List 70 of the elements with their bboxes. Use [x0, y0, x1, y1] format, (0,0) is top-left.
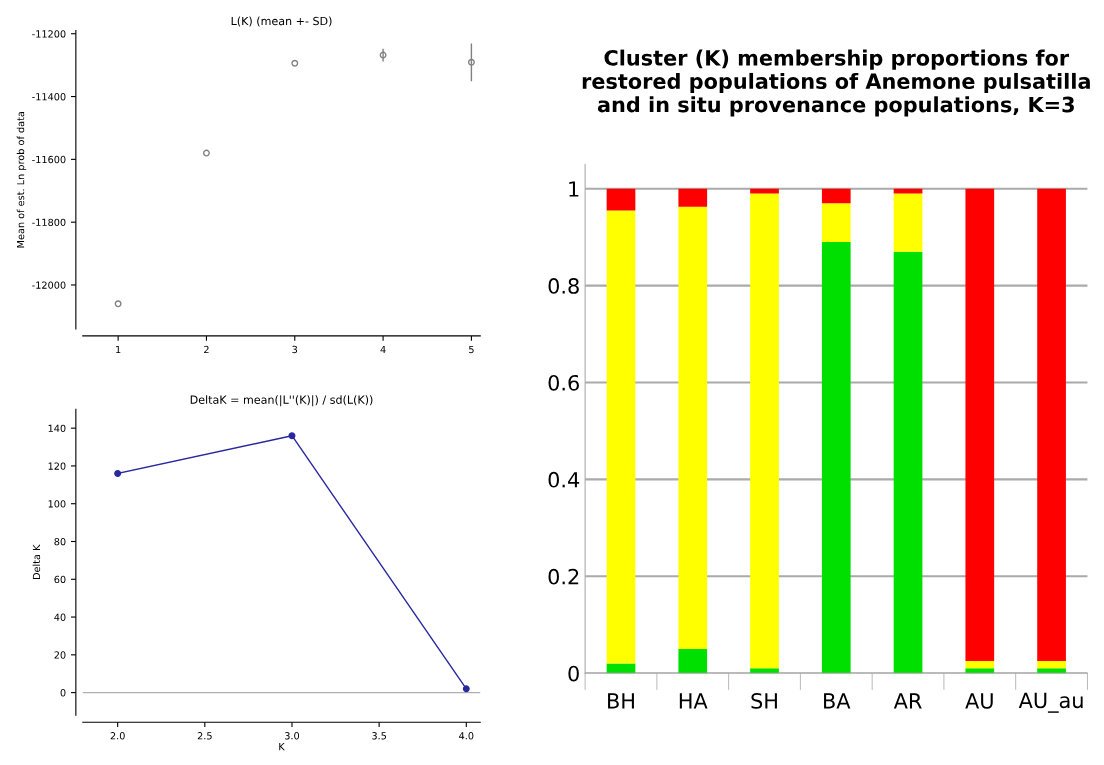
- y-tick-label: 20: [54, 651, 66, 659]
- y-tick-label: -12000: [32, 281, 66, 289]
- y-tick-label: 0: [568, 665, 579, 682]
- bar: [606, 188, 636, 211]
- y-tick-label: -11800: [32, 218, 66, 226]
- point: [291, 59, 299, 67]
- bar: [893, 251, 923, 674]
- bar: [750, 668, 779, 674]
- y-tick-label: -11400: [32, 93, 66, 101]
- x-tick-label: 2: [204, 345, 209, 353]
- y-tick-label: -11600: [32, 155, 66, 164]
- x-tick-label: 3.0: [284, 732, 300, 740]
- y-tick-label: 60: [54, 575, 66, 584]
- bar: [821, 203, 851, 242]
- point: [467, 58, 475, 66]
- x-tick-label: 2.5: [197, 732, 212, 740]
- y-tick-label: 0.6: [548, 374, 579, 391]
- x-tick-label: 3: [292, 345, 298, 354]
- y-tick-label: 80: [54, 537, 66, 546]
- y-tick-label: 0.4: [548, 471, 580, 488]
- bar: [678, 188, 708, 207]
- bar: [678, 206, 708, 649]
- y-tick-label: -11200: [32, 30, 66, 38]
- chart-title: L(K) (mean +- SD): [231, 16, 332, 27]
- x-axis-title: K: [279, 743, 285, 751]
- point: [202, 149, 210, 157]
- x-tick-label: 3.5: [372, 732, 387, 740]
- bar: [678, 648, 708, 674]
- bar: [750, 188, 779, 194]
- point: [462, 685, 470, 693]
- bar: [606, 210, 636, 664]
- x-tick-label: 2.0: [110, 732, 125, 740]
- y-tick-label: 140: [48, 424, 66, 432]
- bar: [965, 668, 995, 674]
- x-tick-label: SH: [751, 693, 777, 709]
- point: [114, 470, 122, 477]
- x-tick-label: 4.0: [459, 732, 474, 740]
- point: [288, 432, 296, 440]
- bar: [965, 188, 995, 662]
- bar: [1037, 188, 1066, 662]
- y-axis-title: Mean of est. Ln prob of data: [16, 112, 27, 248]
- bar: [1037, 668, 1066, 674]
- x-tick-label: 4: [380, 345, 386, 353]
- point: [114, 300, 122, 308]
- y-tick-label: 0: [60, 689, 66, 697]
- y-tick-label: 0.2: [548, 568, 579, 585]
- y-tick-label: 120: [48, 462, 66, 470]
- x-tick-label: 1: [116, 345, 121, 353]
- y-tick-label: 100: [48, 500, 66, 508]
- x-tick-label: HA: [679, 693, 708, 709]
- chart-title: Cluster (K) membership proportions for restored populations of Anemone pulsatilla and in situ provenance populations, K=3: [582, 49, 1090, 117]
- y-tick-label: 0.8: [548, 278, 579, 294]
- bar: [821, 242, 851, 674]
- bar: [750, 193, 779, 669]
- y-axis-title: Delta K: [32, 544, 41, 580]
- x-tick-label: AU: [965, 693, 993, 709]
- bar: [821, 188, 851, 204]
- bar: [1037, 661, 1066, 669]
- bar: [893, 188, 923, 194]
- x-tick-label: BA: [824, 693, 851, 709]
- x-tick-label: AU_au: [1018, 692, 1083, 713]
- bar: [893, 193, 923, 252]
- x-tick-label: 5: [469, 345, 474, 354]
- chart-title: DeltaK = mean(|L''(K)|) / sd(L(K)): [190, 395, 373, 407]
- bar: [965, 661, 995, 669]
- y-tick-label: 1: [569, 181, 579, 197]
- y-tick-label: 40: [54, 613, 66, 621]
- x-tick-label: AR: [893, 693, 922, 709]
- bar: [606, 663, 636, 674]
- x-tick-label: BH: [608, 693, 634, 709]
